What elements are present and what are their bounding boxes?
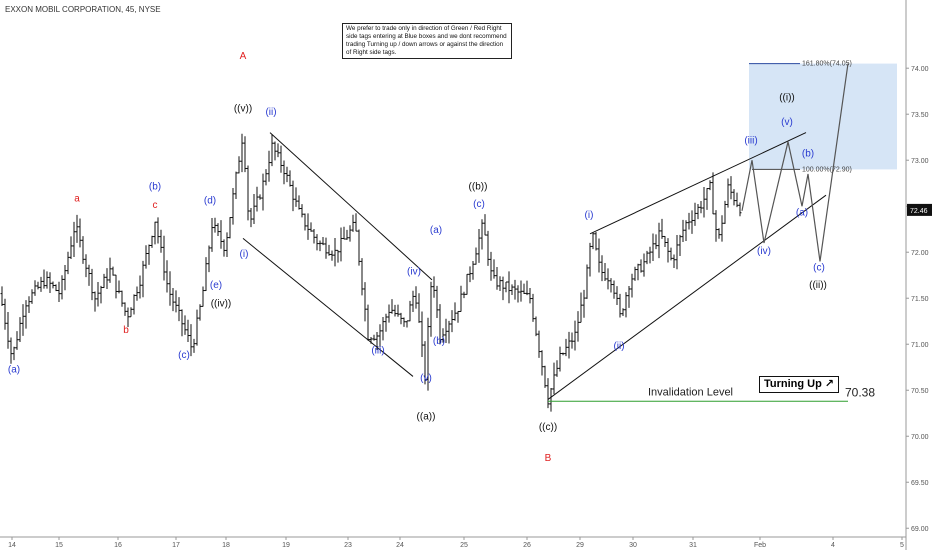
wave-label: c [153, 200, 158, 211]
channel-line [589, 132, 807, 235]
wave-label: (iv) [407, 266, 421, 277]
x-tick-label: 24 [396, 542, 404, 549]
wave-label: (d) [204, 195, 216, 206]
fib-161-label: 161.80%(74.05) [802, 61, 852, 68]
y-tick-label: 70.50 [911, 388, 929, 395]
invalidation-value: 70.38 [845, 385, 875, 399]
wave-label: (ii) [613, 341, 624, 352]
y-tick-label: 70.00 [911, 434, 929, 441]
wave-label: (i) [240, 249, 249, 260]
y-tick-label: 72.00 [911, 250, 929, 257]
last-price-tag: 72.46 [907, 203, 932, 216]
wave-label: (iv) [757, 246, 771, 257]
wave-label: (c) [178, 350, 190, 361]
projected-wave-path [741, 63, 849, 262]
wave-label: (e) [210, 280, 222, 291]
y-tick-label: 73.50 [911, 112, 929, 119]
wave-label: ((i)) [779, 92, 795, 103]
x-tick-label: 4 [831, 542, 835, 549]
invalidation-label: Invalidation Level [648, 386, 733, 398]
y-tick-label: 71.50 [911, 296, 929, 303]
wave-label: b [123, 325, 129, 336]
y-tick-label: 69.00 [911, 526, 929, 533]
fibonacci-target-box: 161.80%(74.05) 100.00%(72.90) [749, 61, 897, 173]
x-tick-label: 23 [344, 542, 352, 549]
wave-labels: A ((v)) (ii) a (b) c (d) (i) (e) ((iv)) b (c) (a) (iv… [8, 51, 827, 464]
chart-title: EXXON MOBIL CORPORATION, 45, NYSE [5, 5, 161, 14]
wave-label: (ii) [265, 107, 276, 118]
wave-label: ((c)) [539, 422, 557, 433]
y-tick-label: 73.00 [911, 158, 929, 165]
turning-up-badge: Turning Up ↗ [759, 376, 839, 393]
x-tick-label: 5 [900, 542, 904, 549]
wave-label: (c) [813, 263, 825, 274]
wave-label: (b) [149, 182, 161, 193]
x-tick-label: 31 [689, 542, 697, 549]
wave-label: ((ii)) [809, 280, 827, 291]
x-tick-label: 16 [114, 542, 122, 549]
wave-label: (a) [796, 207, 808, 218]
price-bars [0, 133, 742, 412]
wave-label: (iii) [371, 345, 384, 356]
x-tick-label: 17 [172, 542, 180, 549]
wave-label: (b) [802, 149, 814, 160]
wave-label: (v) [420, 373, 432, 384]
wave-label: a [74, 194, 80, 205]
wave-label: (a) [430, 225, 442, 236]
target-area-box [749, 63, 897, 170]
invalidation-line: Invalidation Level 70.38 [548, 385, 875, 402]
wave-label: ((v)) [234, 103, 252, 114]
wave-label: (a) [8, 365, 20, 376]
wave-label: (v) [781, 117, 793, 128]
x-tick-label: 18 [222, 542, 230, 549]
wave-label: (iii) [744, 136, 757, 147]
x-tick-label: 29 [576, 542, 584, 549]
y-tick-label: 71.00 [911, 342, 929, 349]
x-axis: 14 15 16 17 18 19 23 24 25 26 29 30 31 Feb 4 5 [0, 536, 906, 549]
channel-lines [242, 132, 827, 400]
wave-label: B [545, 453, 552, 464]
channel-line [269, 132, 433, 281]
wave-label: ((a)) [417, 412, 436, 423]
wave-label: (i) [585, 210, 594, 221]
x-tick-label: Feb [754, 542, 766, 549]
x-tick-label: 15 [55, 542, 63, 549]
wave-projection-path [741, 63, 849, 262]
wave-label: ((b)) [469, 182, 488, 193]
price-tag-bg [907, 203, 932, 216]
channel-line [547, 194, 827, 400]
y-tick-label: 69.50 [911, 480, 929, 487]
wave-label: ((iv)) [211, 299, 232, 310]
fib-100-label: 100.00%(72.90) [802, 166, 852, 173]
channel-line [242, 238, 414, 377]
wave-label: (c) [473, 199, 485, 210]
price-tag-value: 72.46 [910, 208, 928, 215]
x-tick-label: 25 [460, 542, 468, 549]
wave-label: (b) [433, 336, 445, 347]
y-tick-label: 74.00 [911, 66, 929, 73]
x-tick-label: 30 [629, 542, 637, 549]
x-tick-label: 26 [523, 542, 531, 549]
turning-label: Turning Up [764, 378, 822, 390]
x-tick-label: 19 [282, 542, 290, 549]
trading-note: We prefer to trade only in direction of … [342, 23, 512, 59]
x-tick-label: 14 [8, 542, 16, 549]
wave-label: A [240, 51, 247, 62]
arrow-up-right-icon: ↗ [824, 378, 834, 390]
